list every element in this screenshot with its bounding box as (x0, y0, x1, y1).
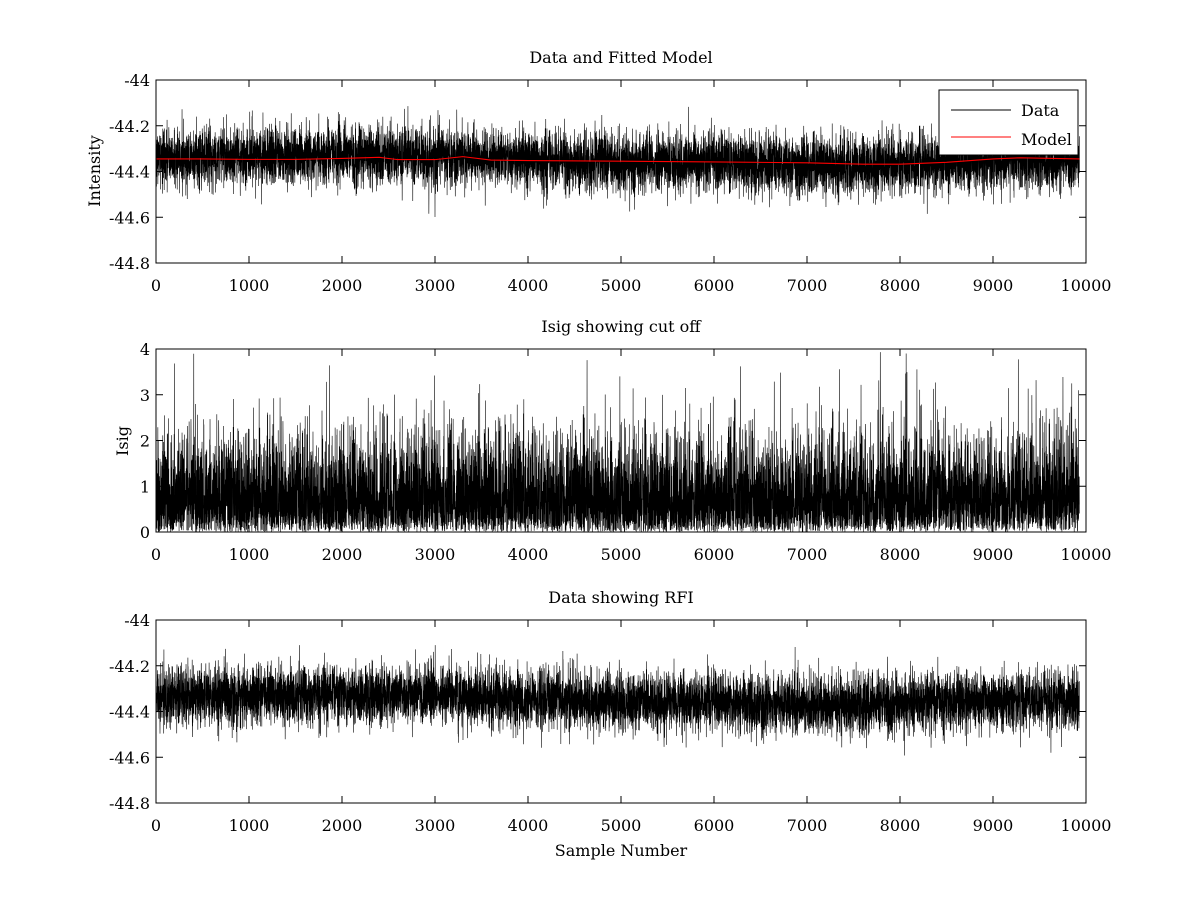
x-tick-label: 6000 (694, 816, 735, 835)
x-tick-label: 7000 (787, 545, 828, 564)
x-tick-label: 3000 (415, 545, 456, 564)
y-tick-label: 4 (140, 340, 150, 359)
x-tick-label: 4000 (508, 816, 549, 835)
y-tick-label: -44.6 (109, 208, 150, 227)
panel-3-axes: 0 1000 2000 3000 4000 5000 6000 7000 8000 9000 100… (109, 611, 1111, 835)
x-tick-label: 3000 (415, 816, 456, 835)
y-tick-label: 0 (140, 523, 150, 542)
y-tick-label: 1 (140, 477, 150, 496)
panel-3-plot-area (155, 645, 1080, 756)
y-tick-label: -44.4 (109, 703, 150, 722)
series-data-line (155, 106, 1080, 218)
x-tick-label: 1000 (229, 545, 270, 564)
panel-1-plot-area (155, 106, 1080, 218)
panel-2-isig: Isig showing cut off Isig 0 1000 2000 3000 4… (113, 317, 1111, 564)
x-tick-label: 4000 (508, 545, 549, 564)
panel-1-ylabel: Intensity (85, 135, 104, 207)
y-tick-label: 2 (140, 432, 150, 451)
panel-2-title: Isig showing cut off (541, 317, 702, 336)
panel-2-plot-area (155, 352, 1080, 533)
y-tick-label: 3 (140, 386, 150, 405)
x-tick-label: 10000 (1061, 816, 1112, 835)
x-tick-label: 5000 (601, 276, 642, 295)
x-tick-label: 6000 (694, 545, 735, 564)
x-tick-label: 7000 (787, 276, 828, 295)
x-tick-label: 9000 (973, 545, 1014, 564)
x-tick-label: 0 (151, 276, 161, 295)
x-tick-label: 5000 (601, 816, 642, 835)
x-tick-label: 3000 (415, 276, 456, 295)
x-tick-label: 4000 (508, 276, 549, 295)
x-tick-label: 6000 (694, 276, 735, 295)
y-tick-label: -44.8 (109, 254, 150, 273)
x-tick-label: 10000 (1061, 545, 1112, 564)
panel-1-legend: Data Model (938, 89, 1079, 156)
legend-data-label: Data (1021, 101, 1060, 120)
x-tick-label: 8000 (880, 545, 921, 564)
x-tick-label: 2000 (322, 816, 363, 835)
y-tick-label: -44 (124, 611, 150, 630)
series-model-line (156, 156, 1080, 165)
x-tick-label: 0 (151, 545, 161, 564)
panel-3-data-rfi: Data showing RFI 0 1000 2000 3000 4000 5000 60… (109, 588, 1111, 860)
x-tick-label: 2000 (322, 545, 363, 564)
y-tick-label: -44.6 (109, 748, 150, 767)
x-tick-label: 5000 (601, 545, 642, 564)
panel-2-ylabel: Isig (113, 426, 132, 456)
legend-box (938, 89, 1079, 156)
panel-3-title: Data showing RFI (548, 588, 693, 607)
y-tick-label: -44.2 (109, 657, 150, 676)
panel-2-axes: 0 1000 2000 3000 4000 5000 6000 7000 8000 9000 100… (140, 340, 1112, 564)
x-tick-label: 8000 (880, 816, 921, 835)
y-tick-label: -44.4 (109, 163, 150, 182)
panel-1-title: Data and Fitted Model (529, 48, 712, 67)
series-panel-3-signal-line (155, 645, 1080, 756)
x-tick-label: 2000 (322, 276, 363, 295)
x-tick-label: 9000 (973, 816, 1014, 835)
x-tick-label: 1000 (229, 816, 270, 835)
x-tick-label: 0 (151, 816, 161, 835)
x-tick-label: 10000 (1061, 276, 1112, 295)
series-panel-2-signal-line (155, 352, 1080, 533)
x-tick-label: 9000 (973, 276, 1014, 295)
y-tick-label: -44.8 (109, 794, 150, 813)
y-tick-label: -44.2 (109, 117, 150, 136)
panel-3-xlabel: Sample Number (555, 841, 688, 860)
y-tick-label: -44 (124, 71, 150, 90)
panel-1-data-and-model: Data and Fitted Model Intensity 0 1000 200… (85, 48, 1111, 295)
panel-1-axes: 0 1000 2000 3000 4000 5000 6000 7000 8000 9000 100… (109, 71, 1111, 295)
x-tick-label: 1000 (229, 276, 270, 295)
legend-model-label: Model (1021, 130, 1072, 149)
x-tick-label: 8000 (880, 276, 921, 295)
x-tick-label: 7000 (787, 816, 828, 835)
